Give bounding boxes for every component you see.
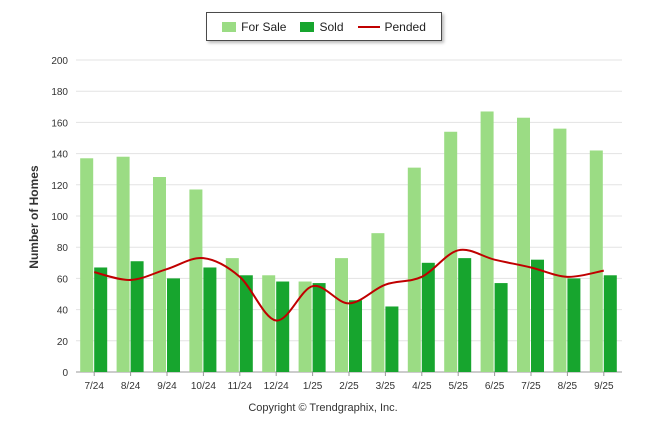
bar-sold-6/25: [494, 283, 508, 372]
bar-for-sale-1/25: [298, 281, 312, 372]
y-tick-100: 100: [51, 212, 68, 223]
bar-for-sale-3/25: [371, 233, 385, 372]
y-tick-0: 0: [62, 368, 68, 379]
y-tick-20: 20: [57, 337, 69, 348]
bar-sold-9/24: [167, 278, 180, 372]
bar-for-sale-9/24: [153, 177, 166, 372]
bar-for-sale-4/25: [407, 167, 421, 372]
legend-swatch-for-sale: [222, 21, 237, 32]
bar-sold-12/24: [276, 281, 290, 372]
bar-sold-10/24: [203, 267, 217, 372]
bar-sold-7/24: [94, 267, 108, 372]
x-tick-11/24: 11/24: [228, 381, 253, 392]
x-tick-6/25: 6/25: [485, 381, 505, 392]
x-tick-1/25: 1/25: [303, 381, 323, 392]
x-tick-5/25: 5/25: [448, 381, 468, 392]
legend-item-pended[interactable]: Pended: [357, 19, 426, 34]
x-tick-8/24: 8/24: [121, 381, 141, 392]
x-tick-8/25: 8/25: [558, 381, 578, 392]
x-tick-3/25: 3/25: [376, 381, 396, 392]
bar-for-sale-6/25: [480, 111, 494, 372]
x-tick-10/24: 10/24: [191, 381, 216, 392]
y-tick-200: 200: [51, 56, 68, 67]
x-tick-7/25: 7/25: [521, 381, 541, 392]
bar-for-sale-8/24: [116, 156, 130, 372]
copyright-text: Copyright © Trendgraphix, Inc.: [248, 402, 398, 414]
legend: For Sale Sold Pended: [206, 12, 442, 41]
bar-sold-7/25: [531, 259, 544, 372]
bar-sold-11/24: [239, 275, 253, 372]
x-tick-7/24: 7/24: [84, 381, 104, 392]
bar-sold-3/25: [385, 306, 399, 372]
y-tick-160: 160: [51, 118, 68, 129]
bars: [80, 111, 617, 372]
legend-label-sold: Sold: [319, 19, 344, 34]
y-tick-40: 40: [57, 306, 69, 317]
x-tick-4/25: 4/25: [412, 381, 432, 392]
bar-sold-5/25: [458, 258, 472, 372]
bar-for-sale-7/24: [80, 158, 94, 372]
y-tick-180: 180: [51, 87, 68, 98]
y-tick-60: 60: [57, 274, 69, 285]
bar-sold-4/25: [421, 262, 435, 372]
x-tick-9/25: 9/25: [594, 381, 614, 392]
legend-swatch-sold: [300, 21, 315, 32]
bar-for-sale-11/24: [225, 258, 239, 372]
pended-line: [93, 248, 604, 322]
y-tick-labels: 0 20 40 60 80 100 120 140 160 180 200: [51, 56, 68, 379]
bar-sold-8/24: [130, 261, 144, 372]
bar-sold-9/25: [603, 275, 617, 372]
bar-sold-1/25: [312, 283, 326, 372]
legend-label-for-sale: For Sale: [241, 19, 287, 34]
pended-line-group: [93, 248, 604, 322]
x-tick-labels: 7/24 8/24 9/24 10/24 11/24 12/24 1/25 2/25 3/25 4…: [84, 372, 614, 392]
bar-for-sale-8/25: [553, 128, 567, 372]
legend-item-sold[interactable]: Sold: [300, 19, 344, 34]
bar-sold-8/25: [567, 278, 581, 372]
x-tick-2/25: 2/25: [339, 381, 359, 392]
bar-for-sale-5/25: [444, 131, 458, 372]
x-tick-9/24: 9/24: [157, 381, 177, 392]
legend-label-pended: Pended: [384, 19, 426, 34]
bar-for-sale-10/24: [189, 189, 203, 372]
bar-for-sale-7/25: [517, 117, 530, 372]
y-tick-80: 80: [57, 243, 69, 254]
bar-sold-2/25: [349, 300, 362, 372]
bar-for-sale-9/25: [589, 150, 603, 372]
legend-item-for-sale[interactable]: For Sale: [222, 20, 286, 34]
bar-for-sale-12/24: [262, 275, 276, 372]
y-axis-label: Number of Homes: [27, 165, 41, 269]
y-tick-120: 120: [51, 181, 68, 192]
y-tick-140: 140: [51, 150, 68, 161]
x-tick-12/24: 12/24: [264, 381, 289, 392]
legend-swatch-pended: [357, 25, 380, 28]
bar-for-sale-2/25: [335, 258, 348, 372]
